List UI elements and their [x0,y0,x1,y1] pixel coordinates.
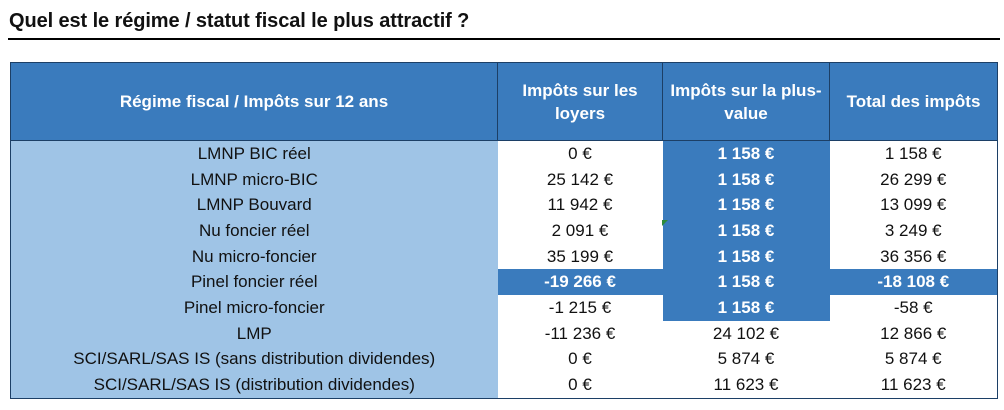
table-row: Pinel foncier réel -19 266 € 1 158 € -18… [10,269,998,296]
total-cell: 12 866 € [829,320,998,347]
regime-cell: SCI/SARL/SAS IS (sans distribution divid… [10,346,498,373]
table-header-row: Régime fiscal / Impôts sur 12 ans Impôts… [10,62,998,141]
regime-cell: LMNP Bouvard [10,192,498,219]
plus-value-cell: 1 158 € [662,218,830,244]
loyers-cell: 25 142 € [497,166,663,193]
total-cell: 1 158 € [829,140,998,167]
loyers-cell: 11 942 € [497,192,663,219]
loyers-cell: -1 215 € [497,295,663,321]
plus-value-cell: 1 158 € [662,140,830,167]
total-cell: 13 099 € [829,192,998,219]
total-cell: 3 249 € [829,218,998,244]
header-plus-value: Impôts sur la plus-value [662,62,830,141]
loyers-cell: -11 236 € [497,320,663,347]
header-loyers: Impôts sur les loyers [497,62,663,141]
table-row: LMP -11 236 € 24 102 € 12 866 € [10,320,998,347]
loyers-cell: 2 091 € [497,218,663,244]
table-row: SCI/SARL/SAS IS (distribution dividendes… [10,372,998,399]
loyers-cell: 35 199 € [497,243,663,270]
page-title: Quel est le régime / statut fiscal le pl… [9,10,470,32]
cell-comment-marker [662,220,668,226]
total-cell: 26 299 € [829,166,998,193]
regime-cell: LMP [10,320,498,347]
loyers-cell-highlighted: -19 266 € [497,269,663,296]
table-row: Pinel micro-foncier -1 215 € 1 158 € -58… [10,295,998,321]
table-row: Nu micro-foncier 35 199 € 1 158 € 36 356… [10,243,998,270]
regime-cell: LMNP BIC réel [10,140,498,167]
plus-value-cell: 1 158 € [662,295,830,321]
regime-cell: LMNP micro-BIC [10,166,498,193]
total-cell: 11 623 € [829,372,998,399]
plus-value-cell: 5 874 € [662,346,830,373]
plus-value-cell: 24 102 € [662,320,830,347]
table-row: LMNP Bouvard 11 942 € 1 158 € 13 099 € [10,192,998,219]
regime-cell: Pinel foncier réel [10,269,498,296]
total-cell: 5 874 € [829,346,998,373]
table-row: LMNP BIC réel 0 € 1 158 € 1 158 € [10,140,998,167]
table-row: LMNP micro-BIC 25 142 € 1 158 € 26 299 € [10,166,998,193]
tax-regime-table: Régime fiscal / Impôts sur 12 ans Impôts… [10,62,998,399]
plus-value-cell: 1 158 € [662,166,830,193]
regime-cell: Nu foncier réel [10,218,498,244]
regime-cell: Pinel micro-foncier [10,295,498,321]
plus-value-cell: 1 158 € [662,243,830,270]
loyers-cell: 0 € [497,140,663,167]
plus-value-cell: 1 158 € [662,269,830,296]
header-total: Total des impôts [829,62,998,141]
title-underline [8,38,1000,40]
plus-value-cell: 11 623 € [662,372,830,399]
loyers-cell: 0 € [497,346,663,373]
table-row: Nu foncier réel 2 091 € 1 158 € 3 249 € [10,218,998,244]
total-cell: -58 € [829,295,998,321]
table-row: SCI/SARL/SAS IS (sans distribution divid… [10,346,998,373]
plus-value-cell: 1 158 € [662,192,830,219]
total-cell-highlighted: -18 108 € [829,269,998,296]
regime-cell: Nu micro-foncier [10,243,498,270]
header-regime: Régime fiscal / Impôts sur 12 ans [10,62,498,141]
regime-cell: SCI/SARL/SAS IS (distribution dividendes… [10,372,498,399]
loyers-cell: 0 € [497,372,663,399]
total-cell: 36 356 € [829,243,998,270]
